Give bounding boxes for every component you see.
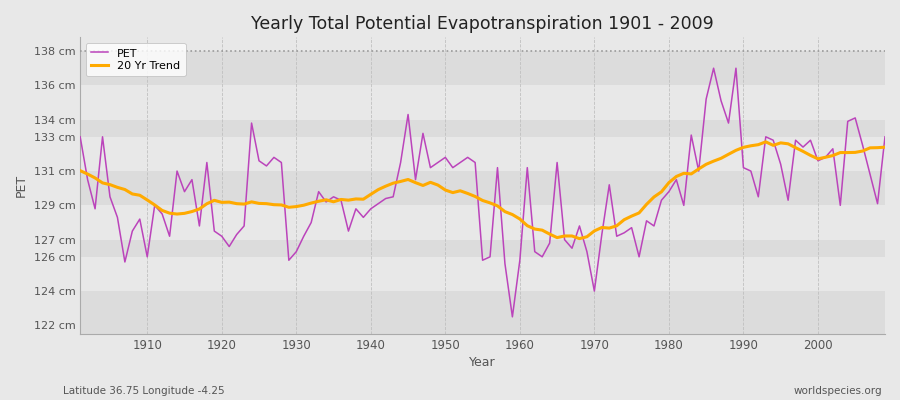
- Bar: [80, 205, 885, 240]
- Y-axis label: PET: PET: [15, 174, 28, 197]
- Line: PET: PET: [80, 68, 885, 317]
- PET: [75, 134, 86, 139]
- Bar: [80, 325, 885, 334]
- PET: [879, 134, 890, 139]
- 20 Yr Trend: [760, 140, 771, 144]
- Bar: [80, 120, 885, 137]
- PET: [515, 258, 526, 263]
- PET: [298, 234, 309, 239]
- Bar: [80, 51, 885, 85]
- 20 Yr Trend: [75, 168, 86, 173]
- 20 Yr Trend: [574, 236, 585, 241]
- Text: Latitude 36.75 Longitude -4.25: Latitude 36.75 Longitude -4.25: [63, 386, 225, 396]
- PET: [708, 66, 719, 70]
- Bar: [80, 37, 885, 51]
- PET: [134, 217, 145, 222]
- 20 Yr Trend: [515, 217, 526, 222]
- PET: [507, 314, 517, 319]
- 20 Yr Trend: [879, 145, 890, 150]
- Bar: [80, 171, 885, 205]
- 20 Yr Trend: [343, 198, 354, 202]
- Legend: PET, 20 Yr Trend: PET, 20 Yr Trend: [86, 43, 185, 76]
- PET: [343, 229, 354, 234]
- 20 Yr Trend: [298, 203, 309, 208]
- X-axis label: Year: Year: [469, 356, 496, 369]
- Bar: [80, 257, 885, 291]
- Bar: [80, 240, 885, 257]
- Bar: [80, 85, 885, 120]
- Bar: [80, 137, 885, 171]
- 20 Yr Trend: [611, 223, 622, 228]
- Bar: [80, 291, 885, 325]
- PET: [611, 234, 622, 239]
- 20 Yr Trend: [507, 212, 517, 217]
- Line: 20 Yr Trend: 20 Yr Trend: [80, 142, 885, 239]
- Title: Yearly Total Potential Evapotranspiration 1901 - 2009: Yearly Total Potential Evapotranspiratio…: [251, 15, 714, 33]
- 20 Yr Trend: [134, 193, 145, 198]
- Text: worldspecies.org: worldspecies.org: [794, 386, 882, 396]
- PET: [522, 165, 533, 170]
